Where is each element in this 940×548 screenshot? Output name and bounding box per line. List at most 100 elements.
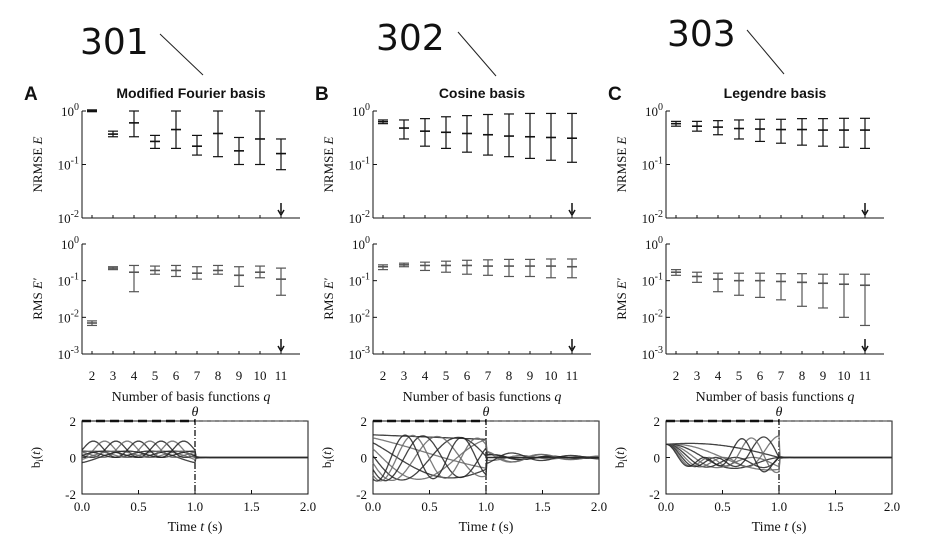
y-tick-label: 0 [361,451,368,466]
q-tick-label: 4 [422,368,429,383]
arrow-head [568,209,576,217]
x-tick-label: 1.5 [243,499,259,514]
q-tick-label: 3 [110,368,117,383]
q-axis-label: Number of basis functions q [403,390,562,405]
x-tick-label: 2.0 [591,499,607,514]
leader-line-301 [159,33,204,76]
x-tick-label: 0.0 [658,499,674,514]
q-tick-label: 4 [131,368,138,383]
basis-curve [372,434,600,482]
y-tick-label: -2 [65,487,76,502]
theta-label: θ [192,405,199,420]
y-tick-label: 10-3 [642,345,663,362]
panel-title: Legendre basis [724,85,827,101]
y-tick-label: 10-2 [642,308,663,325]
basis-plot: 2 0 -20.0 0.5 1.0 1.5 2.0 θ bi(t) Time t (s) [28,405,316,535]
reference-label-303: 303 [667,14,736,55]
x-tick-label: 1.5 [534,499,550,514]
x-tick-label: 0.5 [421,499,437,514]
y-tick-label: 10-1 [349,156,370,173]
y-tick-label: 100 [352,102,370,119]
q-tick-label: 6 [464,368,471,383]
y-tick-label: 2 [361,414,368,429]
y-tick-label: 10-2 [642,209,663,226]
q-tick-label: 9 [236,368,243,383]
reference-label-302: 302 [376,18,445,59]
y-tick-label: 2 [70,414,77,429]
y-tick-label: 2 [654,414,661,429]
x-tick-label: 1.0 [478,499,494,514]
y-tick-label: 10-2 [349,209,370,226]
nrmse-plot: 100 10-1 10-2 NRMSE E [614,102,884,226]
q-tick-label: 6 [757,368,764,383]
y-tick-label: 10-2 [349,308,370,325]
rms-plot: 100 10-1 10-2 10-3 RMS E′ [614,235,884,362]
y-tick-label: 10-1 [58,156,79,173]
q-tick-label: 10 [545,368,558,383]
y-tick-label: 100 [61,235,79,252]
q-axis-label: Number of basis functions q [112,390,271,405]
theta-label: θ [776,405,783,420]
y-tick-label: 100 [61,102,79,119]
y-tick-label: 10-3 [349,345,370,362]
x-tick-label: 1.0 [771,499,787,514]
panel-letter: A [24,84,38,105]
q-tick-label: 11 [859,368,872,383]
panel-a: A Modified Fourier basis10010-110-2NRMSE … [24,84,316,535]
y-tick-label: 10-2 [58,209,79,226]
q-tick-label: 9 [820,368,827,383]
x-tick-label: 0.5 [130,499,146,514]
q-tick-label: 8 [215,368,222,383]
q-tick-label: 10 [254,368,267,383]
rms-plot: 100 10-1 10-2 10-3 RMS E′ [30,235,300,362]
arrow-head [277,345,285,353]
y-tick-label: 10-3 [58,345,79,362]
arrow-head [861,209,869,217]
basis-plot: 2 0 -20.0 0.5 1.0 1.5 2.0 θ bi(t) Time t (s) [319,405,607,535]
y-axis-label: NRMSE E [321,136,336,192]
q-tick-label: 10 [838,368,851,383]
y-tick-label: 0 [70,451,77,466]
basis-y-axis-label: bi(t) [28,447,45,468]
q-tick-label: 5 [152,368,159,383]
q-tick-label: 8 [506,368,513,383]
y-axis-label: RMS E′ [321,278,336,320]
y-axis-label: NRMSE E [30,136,45,192]
arrow-head [277,209,285,217]
x-tick-label: 1.5 [827,499,843,514]
x-tick-label: 2.0 [884,499,900,514]
panel-title: Cosine basis [439,85,526,101]
q-tick-label: 8 [799,368,806,383]
q-tick-label: 11 [566,368,579,383]
q-tick-label: 9 [527,368,534,383]
y-tick-label: 100 [645,235,663,252]
y-axis-label: RMS E′ [614,278,629,320]
y-tick-label: 10-1 [642,156,663,173]
x-tick-label: 0.0 [74,499,90,514]
time-axis-label: Time t (s) [752,520,807,535]
basis-y-axis-label: bi(t) [319,447,336,468]
y-tick-label: 10-2 [58,308,79,325]
x-tick-label: 2.0 [300,499,316,514]
q-tick-label: 7 [194,368,201,383]
rms-plot: 100 10-1 10-2 10-3 RMS E′ [321,235,591,362]
time-axis-label: Time t (s) [168,520,223,535]
y-tick-label: 100 [645,102,663,119]
y-tick-label: 10-1 [349,272,370,289]
leader-line-302 [457,31,497,77]
q-tick-label: 2 [673,368,680,383]
x-tick-label: 0.5 [714,499,730,514]
time-axis-label: Time t (s) [459,520,514,535]
panel-title: Modified Fourier basis [116,85,266,101]
q-tick-label: 5 [736,368,743,383]
q-tick-label: 7 [778,368,785,383]
q-tick-label: 6 [173,368,180,383]
q-tick-label: 7 [485,368,492,383]
basis-curve [666,438,892,473]
panel-letter: C [608,84,622,105]
basis-plot: 2 0 -20.0 0.5 1.0 1.5 2.0 θ bi(t) Time t (s) [612,405,900,535]
y-tick-label: 0 [654,451,661,466]
